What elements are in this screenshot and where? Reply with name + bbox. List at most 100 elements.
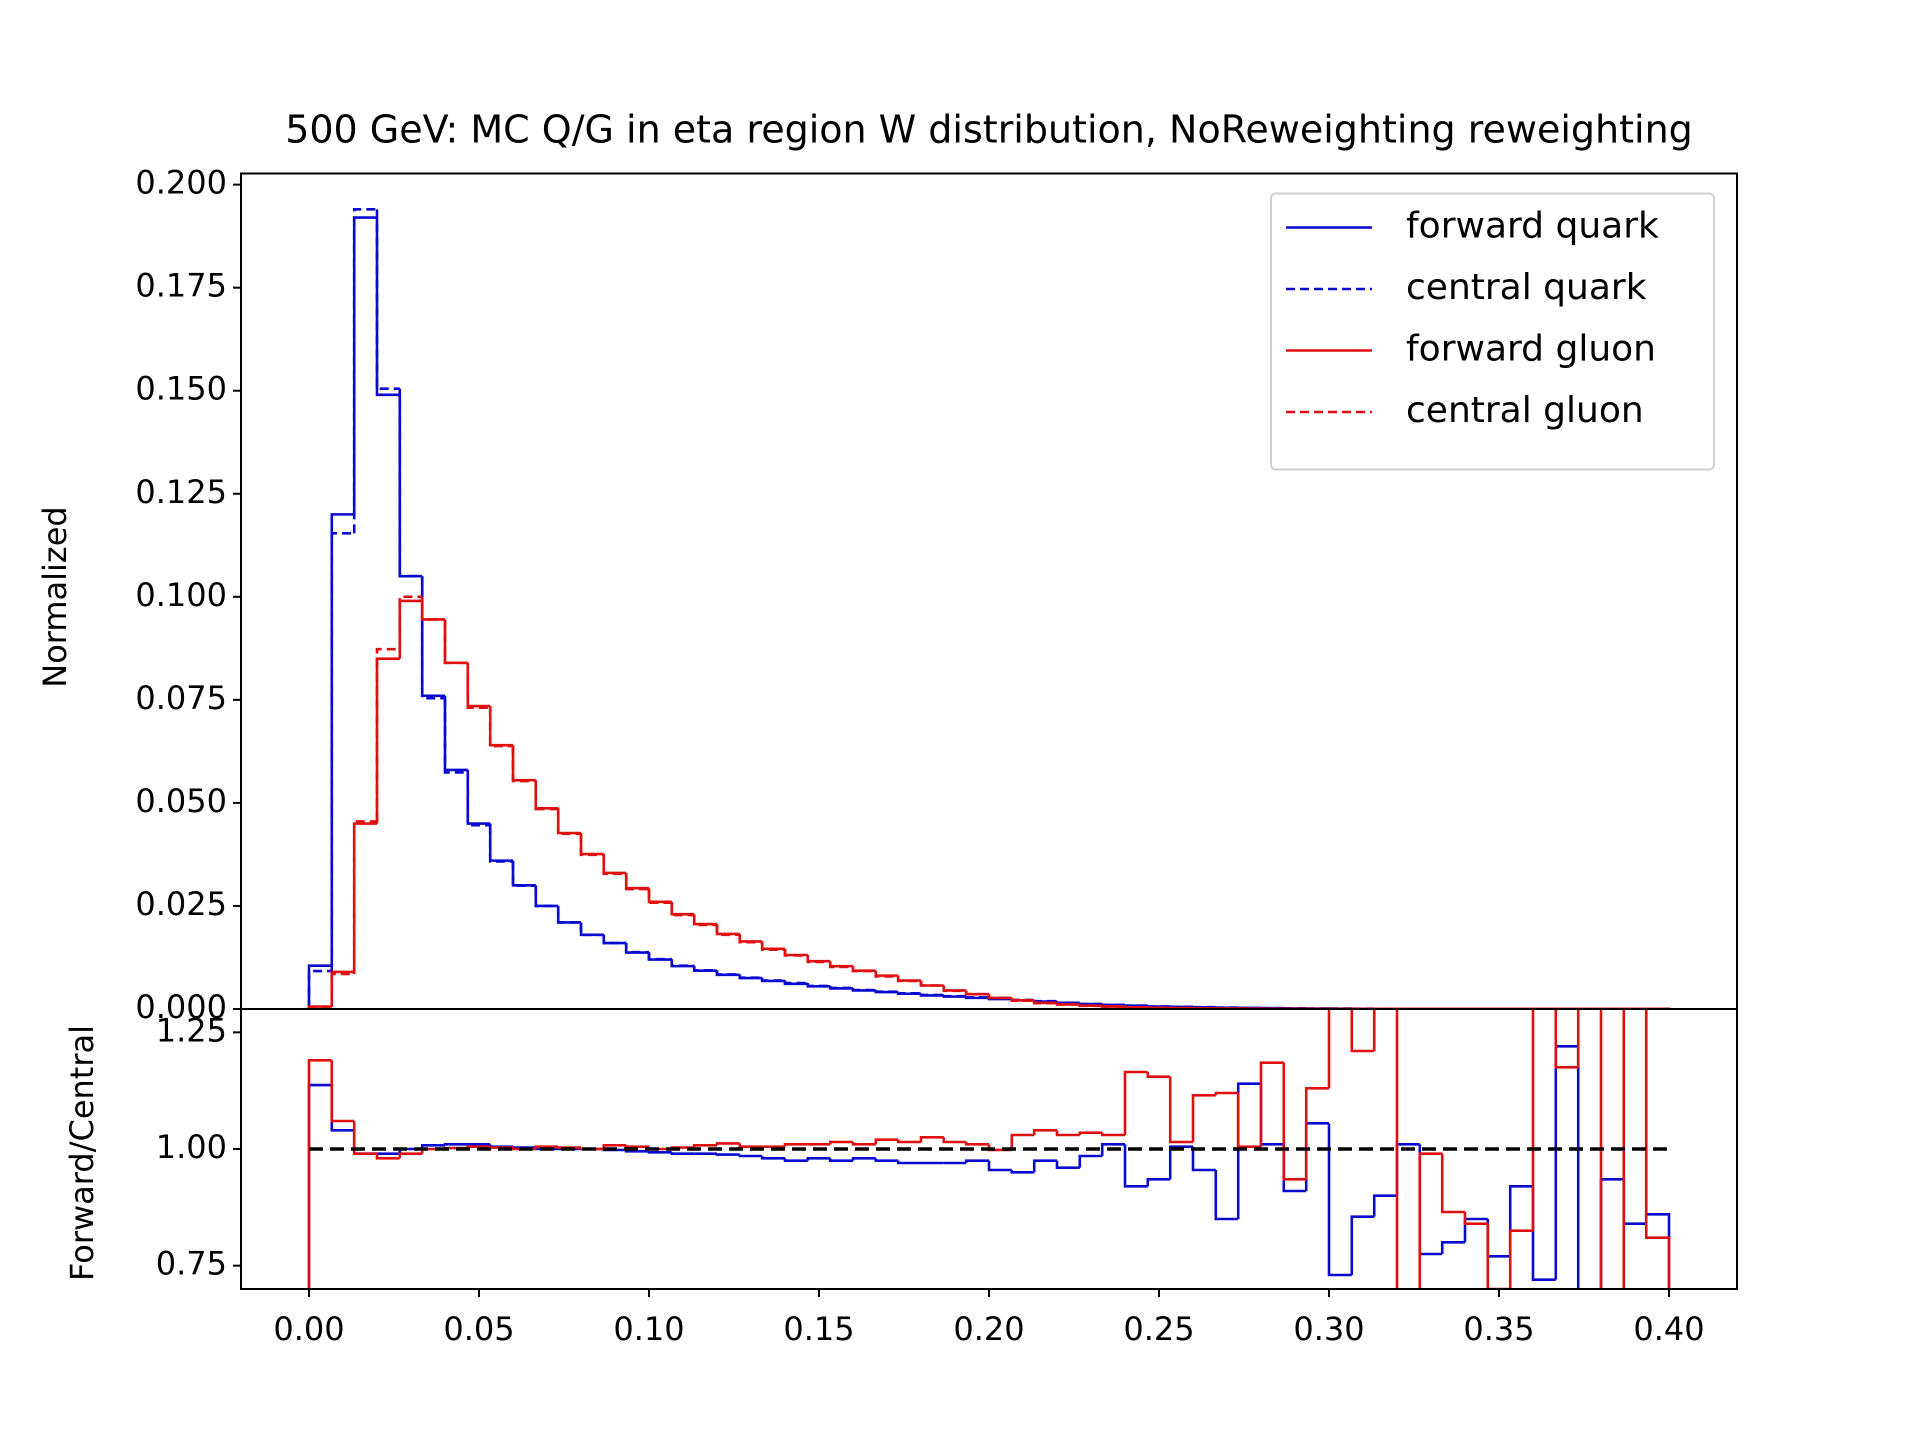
histogram-step — [828, 961, 853, 968]
histogram-step — [579, 833, 604, 857]
histogram-step — [352, 208, 377, 534]
histogram-step — [783, 980, 808, 985]
histogram-step — [307, 1059, 332, 1289]
x-tick-label: 0.00 — [273, 1310, 344, 1348]
histogram-step — [1440, 1153, 1465, 1214]
y-axis-label: Normalized — [36, 506, 74, 687]
histogram-step — [398, 599, 423, 659]
histogram-step — [783, 1158, 808, 1162]
histogram-step — [738, 933, 763, 943]
histogram-step — [602, 854, 627, 876]
histogram-step — [1055, 1130, 1080, 1137]
histogram-step — [874, 970, 899, 977]
histogram-step — [1282, 1144, 1307, 1193]
x-tick-label: 0.25 — [1123, 1310, 1194, 1348]
histogram-step — [398, 1152, 423, 1159]
histogram-step — [738, 1154, 763, 1158]
histogram-step — [851, 987, 876, 992]
histogram-step — [443, 619, 468, 665]
x-tick-label: 0.35 — [1463, 1310, 1534, 1348]
histogram-step — [556, 809, 581, 836]
histogram-step — [579, 922, 604, 937]
histogram-step — [874, 1158, 899, 1162]
histogram-step — [828, 962, 853, 969]
histogram-step — [398, 394, 423, 578]
histogram-step — [851, 966, 876, 973]
legend-label: forward quark — [1406, 206, 1659, 247]
histogram-step — [1644, 1009, 1671, 1289]
y-tick-label: 0.125 — [135, 473, 227, 511]
histogram-step — [1486, 1219, 1511, 1258]
histogram-step — [896, 1139, 921, 1144]
histogram-step — [375, 1153, 400, 1160]
histogram-step — [488, 825, 513, 863]
histogram-step — [1032, 1159, 1057, 1173]
histogram-step — [307, 969, 332, 1009]
histogram-step — [398, 388, 423, 578]
histogram-step — [828, 1158, 853, 1162]
histogram-step — [1531, 1009, 1535, 1231]
histogram-step — [330, 970, 355, 1007]
histogram-step — [420, 576, 445, 698]
histogram-step — [1531, 1186, 1556, 1281]
plot-area — [307, 1009, 1671, 1289]
histogram-step — [330, 513, 355, 966]
histogram-step — [647, 889, 672, 904]
histogram-step — [1010, 1133, 1035, 1150]
histogram-step — [534, 885, 559, 908]
histogram-step — [330, 1060, 355, 1123]
histogram-step — [692, 965, 717, 972]
histogram-step — [874, 971, 899, 978]
histogram-step — [443, 698, 468, 774]
histogram-step — [1576, 1046, 1580, 1289]
histogram-step — [874, 1138, 899, 1145]
histogram-step — [420, 600, 445, 621]
histogram-step — [1576, 1009, 1580, 1068]
histogram-step — [1644, 1213, 1671, 1289]
x-tick-label: 0.15 — [783, 1310, 854, 1348]
histogram-step — [602, 854, 627, 875]
y-tick-label: 0.075 — [135, 679, 227, 717]
histogram-step — [851, 1157, 876, 1161]
histogram-step — [511, 746, 536, 783]
histogram-step — [919, 980, 944, 987]
histogram-step — [670, 1152, 695, 1155]
histogram-step — [1372, 1009, 1376, 1051]
histogram-step — [1622, 1009, 1626, 1289]
histogram-step — [692, 915, 717, 927]
histogram-step — [488, 706, 513, 747]
histogram-step — [1236, 1093, 1261, 1148]
legend-label: forward gluon — [1406, 329, 1656, 370]
histogram-step — [1146, 1072, 1171, 1078]
histogram-step — [670, 959, 695, 968]
histogram-step — [1304, 1122, 1329, 1191]
histogram-step — [443, 1143, 468, 1146]
histogram-step — [1100, 1132, 1125, 1137]
x-tick-label: 0.20 — [953, 1310, 1024, 1348]
x-tick-label: 0.40 — [1633, 1310, 1704, 1348]
legend-box — [1270, 192, 1715, 471]
histogram-step — [783, 948, 808, 957]
histogram-step — [1032, 1000, 1057, 1005]
histogram-step — [1259, 1061, 1284, 1147]
histogram-step — [715, 924, 740, 937]
histogram-step — [1123, 1070, 1148, 1135]
histogram-step — [715, 924, 740, 936]
y-tick-label: 0.75 — [156, 1245, 227, 1283]
histogram-step — [556, 905, 581, 924]
histogram-step — [1327, 1009, 1331, 1089]
histogram-step — [783, 1143, 808, 1147]
histogram-step — [352, 820, 377, 974]
histogram-step — [579, 832, 604, 856]
y-tick-label: 0.100 — [135, 576, 227, 614]
plot-area — [307, 208, 1671, 1009]
chart-title: 500 GeV: MC Q/G in eta region W distribu… — [285, 108, 1693, 152]
histogram-step — [352, 822, 377, 972]
histogram-step — [760, 941, 785, 951]
histogram-step — [534, 781, 559, 811]
histogram-step — [896, 976, 921, 983]
histogram-step — [942, 985, 967, 993]
histogram-step — [806, 983, 831, 988]
